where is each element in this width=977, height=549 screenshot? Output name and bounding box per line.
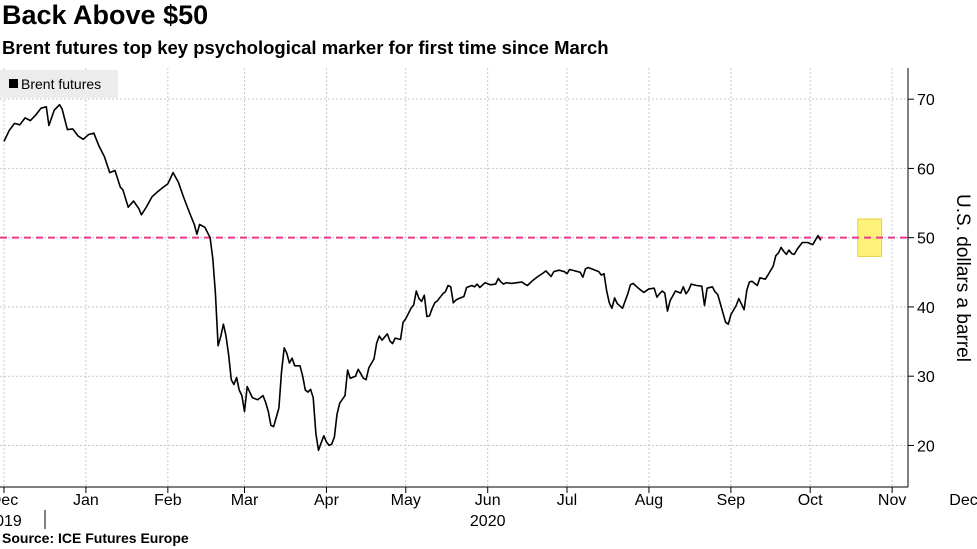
legend-label: Brent futures (21, 76, 101, 92)
bottom-axis: Dec Jan Feb Mar Apr May Jun Jul Aug Sep Oct NovDec … (0, 486, 977, 530)
vertical-gridlines (3, 68, 893, 487)
x-tick-label-mar: Mar (231, 492, 259, 509)
x-tick-label-dec: Dec (0, 492, 18, 509)
legend: Brent futures (0, 70, 118, 98)
x-tick-label-nov: Nov (878, 492, 906, 509)
year-label-2019: 2019 (0, 513, 22, 530)
x-tick-label-jul: Jul (557, 492, 577, 509)
y-tick-label-70: 70 (917, 92, 935, 109)
year-labels: 2019 2020 (0, 510, 506, 530)
y-tick-label-60: 60 (917, 161, 935, 178)
x-tick-label-oct: Oct (798, 492, 823, 509)
y-tick-label-40: 40 (917, 300, 935, 317)
series-line-brent-futures (3, 103, 822, 452)
x-tick-label-sep: Sep (717, 492, 746, 509)
x-tick-label-jan: Jan (73, 492, 99, 509)
source-note: Source: ICE Futures Europe (2, 530, 189, 546)
y-axis-label: U.S. dollars a barrel (952, 194, 973, 362)
y-tick-label-50: 50 (917, 231, 935, 248)
year-label-2020: 2020 (470, 513, 506, 530)
y-ticks: 20 30 40 50 60 70 (908, 92, 935, 455)
x-tick-label-dec: Dec (949, 492, 977, 509)
x-ticks (3, 487, 893, 493)
y-tick-label-20: 20 (917, 438, 935, 455)
horizontal-gridlines (0, 98, 908, 446)
x-tick-label-apr: Apr (314, 492, 340, 509)
x-tick-labels: Dec Jan Feb Mar Apr May Jun Jul Aug Sep Oct Nov Dec (0, 492, 977, 509)
grid (0, 68, 908, 487)
x-tick-label-feb: Feb (154, 492, 182, 509)
x-tick-label-may: May (391, 492, 421, 509)
chart-subtitle: Brent futures top key psychological mark… (2, 37, 609, 58)
right-axis: 20 30 40 50 60 70 U.S. dollars a barrel (907, 68, 973, 487)
x-tick-label-aug: Aug (635, 492, 663, 509)
chart-title: Back Above $50 (2, 0, 209, 30)
y-tick-label-30: 30 (917, 369, 935, 386)
legend-background (0, 70, 118, 98)
legend-swatch (9, 79, 18, 88)
x-tick-label-jun: Jun (475, 492, 501, 509)
